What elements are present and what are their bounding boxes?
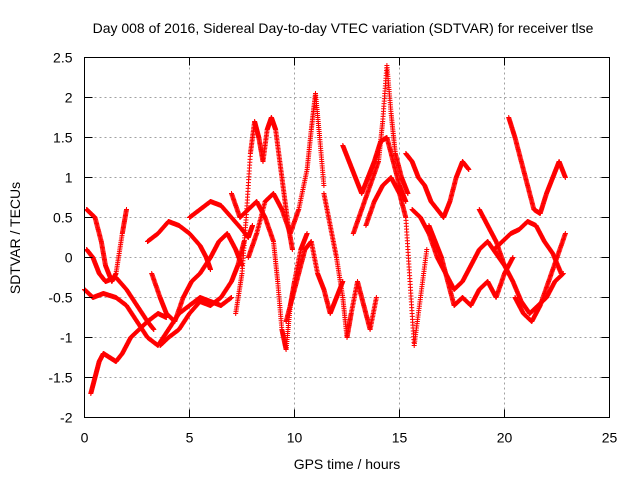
x-tick-label: 15: [392, 430, 408, 446]
x-tick-label: 10: [287, 430, 303, 446]
x-tick-label: 25: [602, 430, 618, 446]
y-tick-label: -0.5: [48, 290, 72, 306]
x-axis-label: GPS time / hours: [294, 456, 401, 472]
data-point: [208, 267, 213, 272]
y-tick-label: -1.5: [48, 370, 72, 386]
y-tick-label: 0.5: [53, 210, 73, 226]
y-tick-label: 0: [65, 250, 73, 266]
series-sat-i: [233, 115, 295, 316]
series-sat-f: [149, 231, 245, 324]
y-tick-label: -1: [60, 330, 73, 346]
data-point: [151, 327, 157, 332]
y-tick-label: -2: [60, 410, 73, 426]
y-tick-label: 2: [65, 90, 73, 106]
y-tick-label: 2.5: [53, 50, 73, 66]
series-sat-h: [187, 199, 255, 240]
x-tick-label: 0: [81, 430, 89, 446]
chart-title: Day 008 of 2016, Sidereal Day-to-day VTE…: [93, 20, 594, 36]
x-tick-label: 20: [497, 430, 513, 446]
data-markers: [82, 63, 568, 396]
data-point: [124, 207, 129, 212]
y-tick-label: 1.5: [53, 130, 73, 146]
series-sat-b: [84, 247, 157, 332]
data-point: [250, 223, 255, 228]
x-tick-label: 5: [186, 430, 194, 446]
data-point: [229, 295, 234, 300]
y-tick-label: 1: [65, 170, 73, 186]
data-point: [289, 247, 295, 252]
